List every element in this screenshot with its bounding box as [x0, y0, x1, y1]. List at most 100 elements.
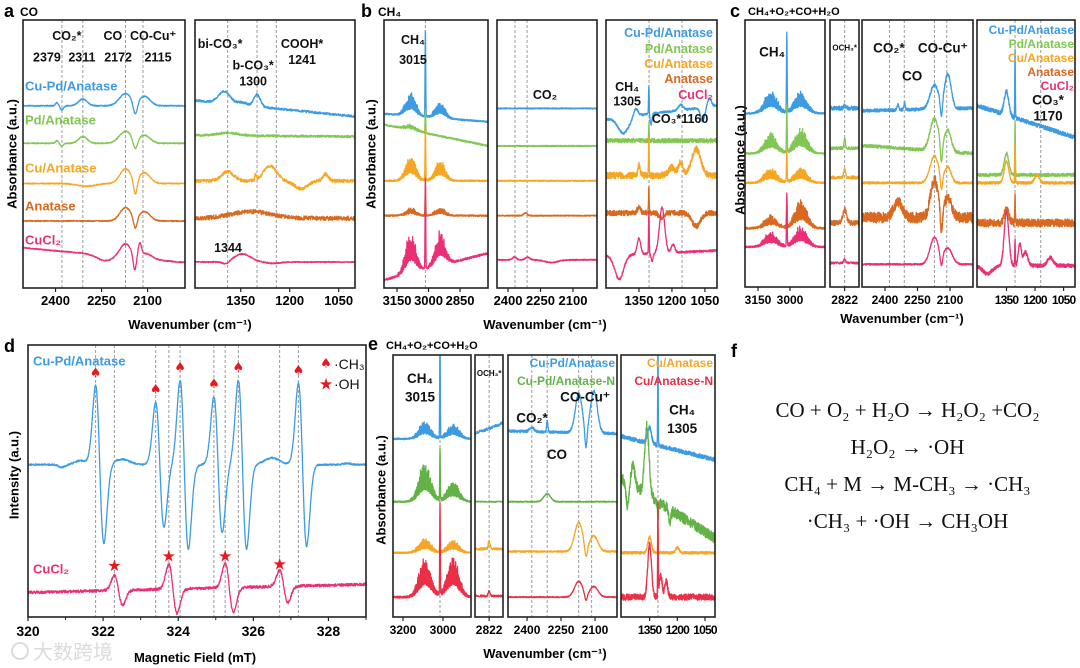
series-label: Cu-Pd/Anatase	[33, 354, 125, 369]
plot-frame	[194, 19, 356, 289]
spectrum-pd-anatase	[23, 130, 185, 150]
peak-annotation: 2379	[33, 51, 61, 65]
x-tick-label: 3000	[777, 293, 804, 307]
legend-label: ·CH₃	[334, 356, 365, 372]
legend: ♠ ·CH₃★ ·OH	[319, 356, 365, 394]
x-tick-label: 1050	[1052, 293, 1077, 307]
oh-radical-marker-icon: ★	[272, 554, 286, 573]
y-axis-label: Absorbance (a.u.)	[374, 435, 389, 545]
x-tick-label: 2250	[526, 293, 555, 308]
x-tick-label: 1350	[226, 293, 255, 308]
x-axis-label: Wavenumber (cm⁻¹)	[840, 311, 963, 326]
spectrum-cucl-	[28, 562, 366, 615]
y-axis-label: Intensity (a.u.)	[7, 431, 22, 519]
series-label: CuCl₂	[25, 233, 61, 248]
spectrum-cu-pd-anatase-n	[621, 420, 715, 544]
series-label: Cu/Anatase	[25, 161, 97, 176]
peak-annotation: 2115	[144, 51, 171, 65]
legend-label: ·OH	[334, 376, 360, 392]
x-tick-label: 3000	[430, 623, 457, 637]
panel-label-a: a	[4, 1, 15, 21]
x-tick-label: 1050	[693, 623, 718, 637]
panel-e: e CH₄+O₂+CO+H₂O Absorbance (a.u.) Wavenumbe…	[368, 334, 719, 661]
peak-annotation: 3015	[399, 53, 427, 67]
peak-annotation: b-CO₃*	[233, 59, 274, 73]
peak-annotation: 1344	[214, 241, 242, 255]
spectrum-cu-pd-anatase	[977, 48, 1075, 140]
peak-annotation: CO-Cu⁺	[560, 389, 610, 404]
peak-annotation: CO	[104, 29, 123, 43]
peak-annotation: CO	[547, 447, 567, 462]
ch3-radical-marker-icon: ♠	[90, 366, 102, 381]
x-tick-label: 1200	[1023, 293, 1048, 307]
peak-annotation: 1305	[667, 421, 698, 436]
spectrum-cu-pd-anatase	[508, 389, 617, 449]
spectrum-pd-anatase	[745, 104, 825, 155]
series-label: Cu-Pd/Anatase	[530, 356, 616, 370]
x-tick-label: 2250	[87, 293, 116, 308]
spectrum-anatase	[497, 211, 597, 217]
peak-annotation: CH₄	[669, 403, 695, 418]
peak-annotation: 2172	[104, 51, 132, 65]
panel-label-c: c	[730, 1, 740, 21]
peak-annotation: OCH₃*	[832, 44, 857, 53]
plot-frame	[496, 19, 598, 289]
x-tick-label: 1350	[995, 293, 1020, 307]
spectrum-pd-anatase	[195, 131, 355, 139]
spectrum-cu-anatase	[977, 143, 1075, 185]
reaction-equations: CO + O₂ + H₂O → H₂O₂ +CO₂ H₂O₂ → ·OH CH₄…	[735, 392, 1080, 540]
spectrum-pd-anatase	[862, 117, 973, 163]
x-tick-label: 1350	[625, 293, 654, 308]
spectrum-cucl-	[195, 252, 355, 265]
peak-annotation: OCH₃*	[477, 369, 502, 378]
x-tick-label: 1350	[638, 623, 663, 637]
x-tick-label: 2100	[937, 293, 964, 307]
spectrum-cu-anatase	[862, 154, 973, 191]
spectrum-cucl-	[830, 257, 859, 265]
subplot-c-2: OCH₃* 2822	[829, 19, 860, 307]
equation-2: H₂O₂ → ·OH	[850, 435, 965, 459]
x-tick-label: 3150	[745, 293, 772, 307]
peak-annotation: 1300	[239, 75, 267, 89]
series-label: Cu/Anatase	[647, 356, 713, 370]
x-tick-label: 2400	[494, 293, 523, 308]
spectrum-cucl-	[977, 210, 1075, 276]
spectrum-pd-anatase	[977, 120, 1075, 178]
panel-label-e: e	[368, 334, 378, 354]
panel-title: CH₄	[378, 5, 401, 19]
plot-frame	[976, 19, 1076, 288]
ch3-radical-marker-icon: ♠	[208, 377, 220, 392]
x-tick-label: 2850	[446, 293, 475, 308]
spectrum-anatase	[384, 184, 488, 218]
spectrum-anatase	[830, 206, 859, 227]
spectrum-cu-pd-anatase	[830, 103, 859, 111]
peak-annotation: CO-Cu⁺	[130, 29, 177, 43]
spectrum-anatase	[23, 206, 185, 229]
panel-title: CH₄+O₂+CO+H₂O	[748, 6, 840, 18]
spectrum-cu-pd-anatase	[497, 107, 597, 110]
x-tick-label: 2822	[831, 293, 858, 307]
x-axis-label: Wavenumber (cm⁻¹)	[483, 646, 606, 661]
spectrum-cucl-	[23, 241, 185, 271]
spectrum-cu-pd-anatase	[28, 379, 366, 551]
series-label: Cu-Pd/Anatase	[624, 26, 713, 40]
x-tick-label: 2250	[904, 293, 931, 307]
spectrum-cu-pd-anatase-n	[475, 500, 503, 503]
panel-title: CH₄+O₂+CO+H₂O	[386, 340, 478, 352]
x-tick-label: 2400	[514, 623, 541, 637]
spectrum-anatase	[195, 209, 355, 222]
x-tick-label: 1200	[666, 623, 691, 637]
equation-4: ·CH₃ + ·OH → CH₃OH	[806, 509, 1009, 533]
x-axis-label: Magnetic Field (mT)	[134, 650, 256, 665]
subplot-c-3: CO₂* CO-Cu⁺ CO 2400 2250 2100	[861, 19, 974, 307]
spectrum-anatase	[606, 186, 717, 230]
spectrum-cu-anatase	[384, 128, 488, 183]
panel-a: a CO Absorbance (a.u.) Wavenumber (cm⁻¹) CO₂…	[4, 1, 356, 332]
x-tick-label: 1050	[690, 293, 719, 308]
spectrum-cu-anatase	[23, 167, 185, 195]
peak-annotation: 1241	[288, 53, 316, 67]
series-label: Pd/Anatase	[645, 42, 713, 56]
x-tick-label: 1200	[657, 293, 686, 308]
peak-annotation: CO₃*1160	[652, 112, 709, 126]
x-tick-label: 3200	[390, 623, 417, 637]
